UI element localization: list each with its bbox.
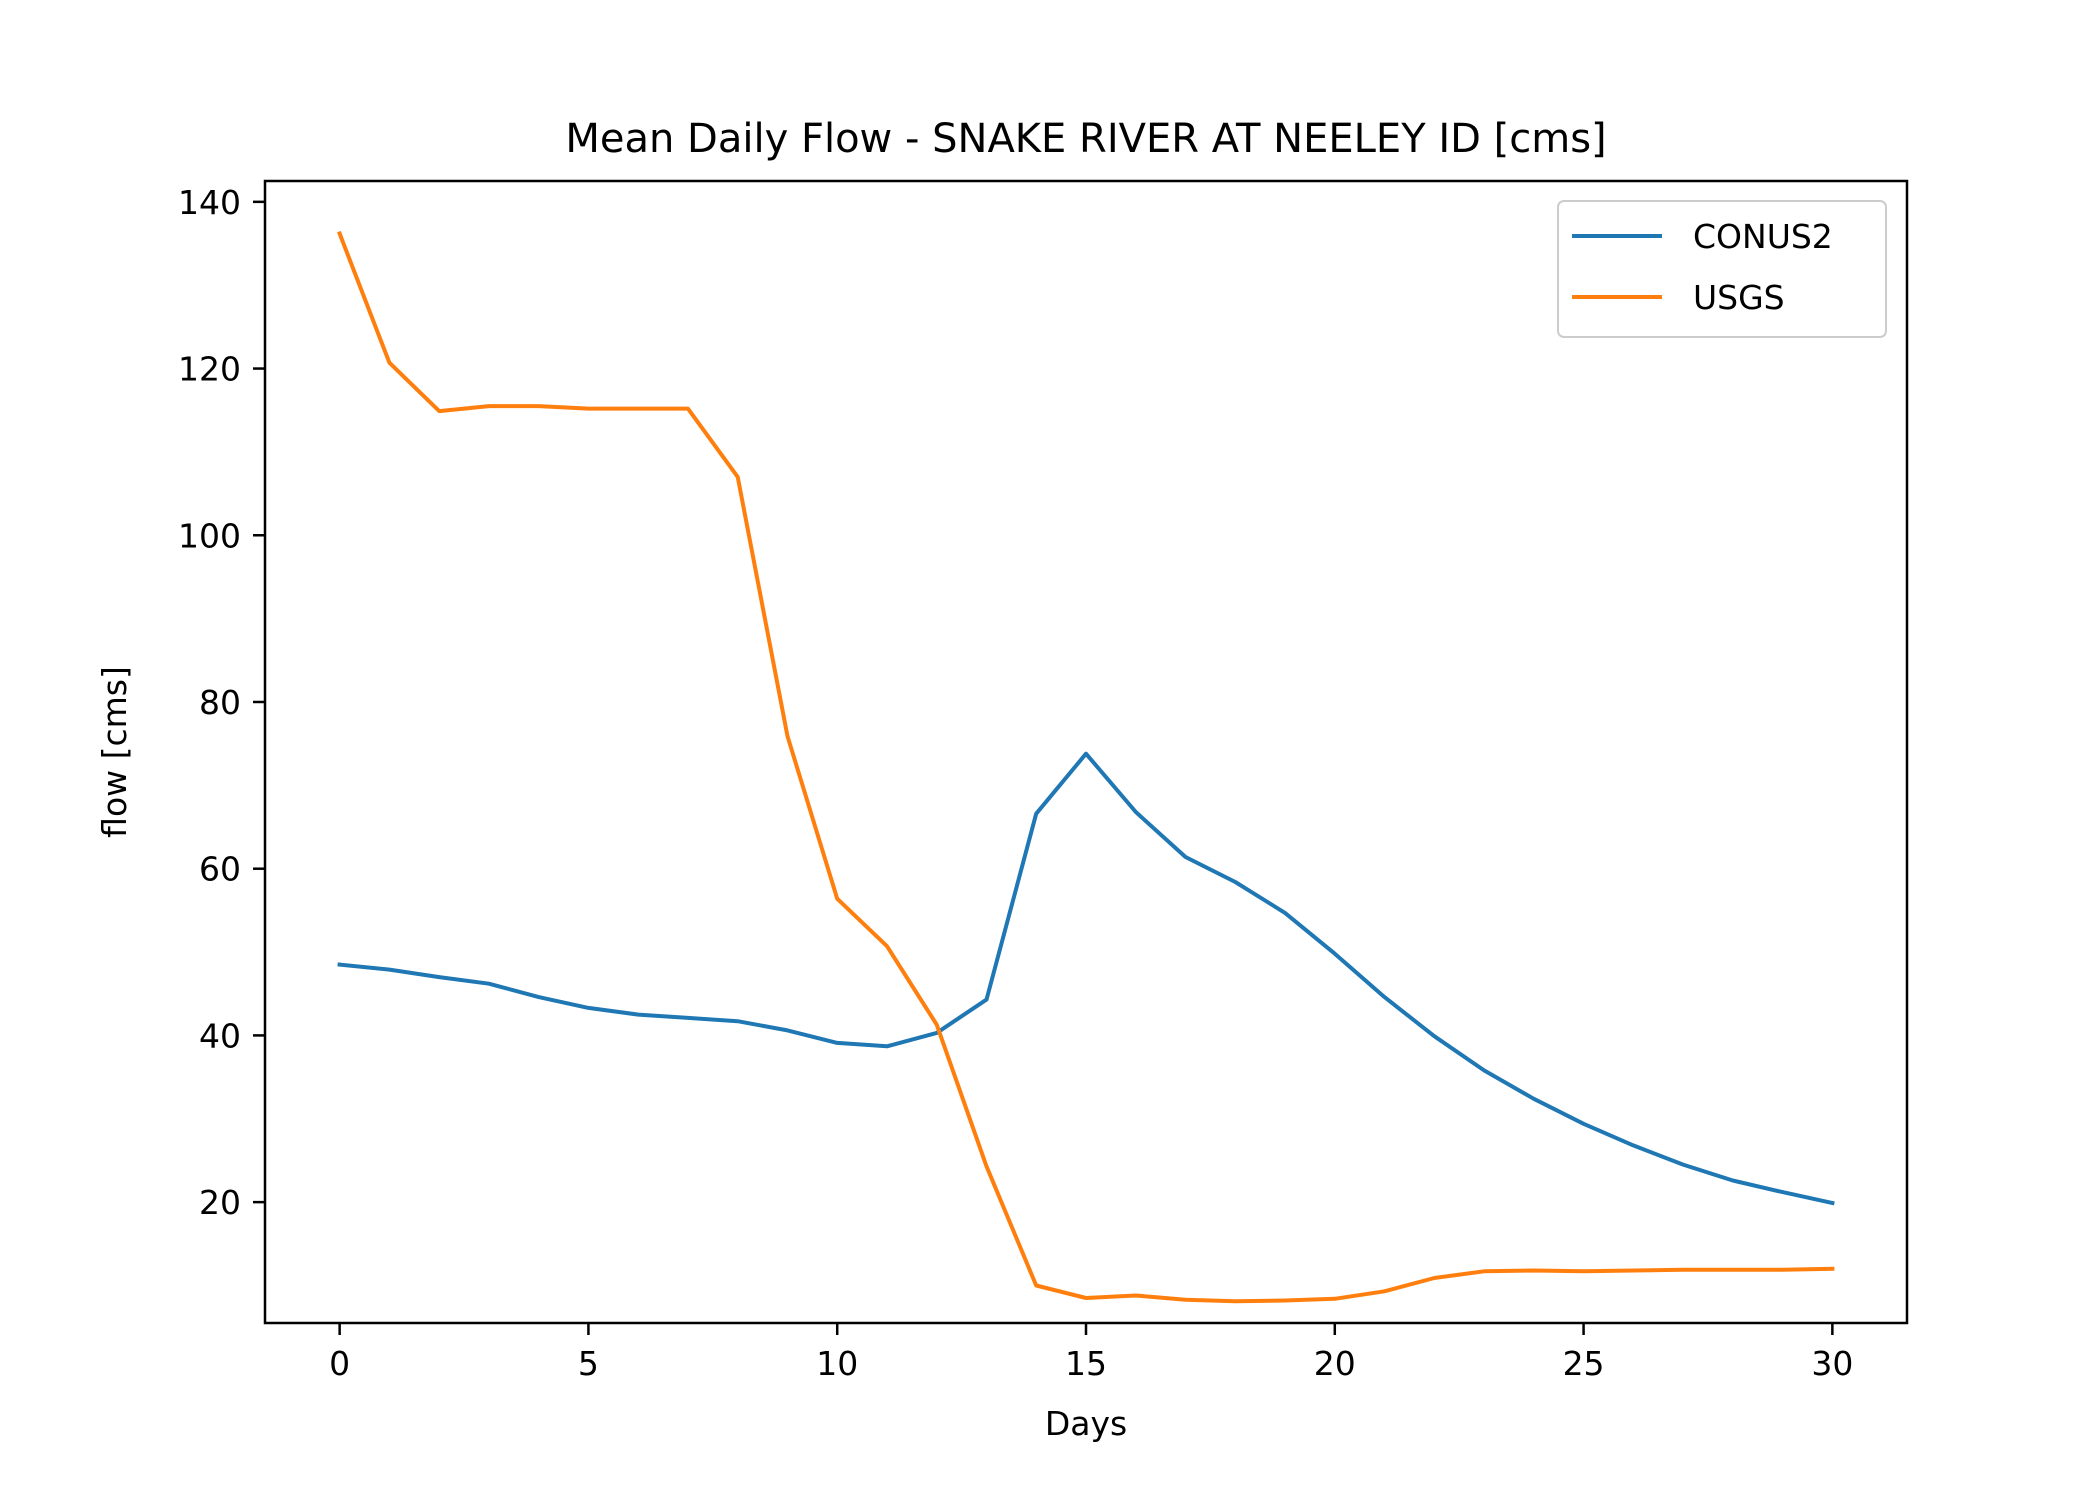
x-tick-label: 20	[1314, 1344, 1356, 1383]
series-layer	[337, 230, 1835, 1304]
y-axis: 20 40 60 80 100 120 140	[178, 183, 265, 1222]
y-tick-label: 80	[199, 683, 241, 722]
x-tick-label: 15	[1065, 1344, 1107, 1383]
x-axis-label: Days	[1045, 1404, 1127, 1443]
y-tick-label: 60	[199, 850, 241, 889]
series-line-conus2	[337, 751, 1835, 1206]
x-tick-label: 0	[329, 1344, 350, 1383]
y-tick-label: 120	[178, 350, 241, 389]
x-axis: 0 5 10 15 20 25 30	[329, 1323, 1853, 1383]
y-tick-label: 140	[178, 183, 241, 222]
y-tick-label: 40	[199, 1016, 241, 1055]
x-tick-label: 30	[1811, 1344, 1853, 1383]
series-line-usgs	[337, 230, 1835, 1304]
legend-label-conus2: CONUS2	[1693, 217, 1833, 256]
legend: CONUS2 USGS	[1557, 200, 1887, 338]
y-tick-label: 20	[199, 1183, 241, 1222]
x-tick-label: 10	[816, 1344, 858, 1383]
legend-label-usgs: USGS	[1693, 278, 1785, 317]
y-axis-label: flow [cms]	[95, 666, 134, 838]
y-tick-label: 100	[178, 516, 241, 555]
chart-title: Mean Daily Flow - SNAKE RIVER AT NEELEY …	[565, 116, 1606, 162]
x-tick-label: 5	[578, 1344, 599, 1383]
x-tick-label: 25	[1563, 1344, 1605, 1383]
